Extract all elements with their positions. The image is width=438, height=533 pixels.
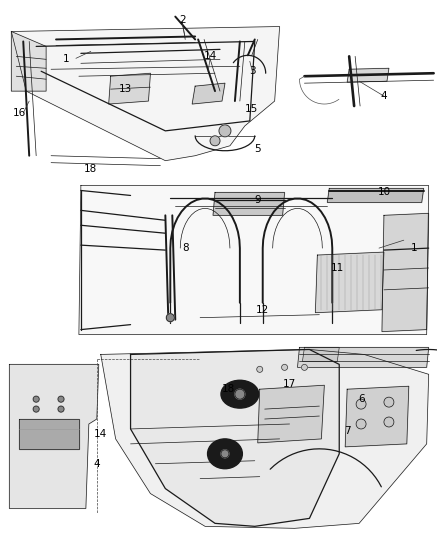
Polygon shape [347,68,389,82]
Text: 3: 3 [250,66,256,76]
Text: 14: 14 [203,51,217,61]
Text: 17: 17 [283,379,296,389]
Polygon shape [315,252,384,313]
Text: 16: 16 [13,108,26,118]
Text: 8: 8 [182,243,188,253]
Text: 1: 1 [410,243,417,253]
Circle shape [219,125,231,137]
Polygon shape [213,192,285,215]
Circle shape [257,366,263,373]
Circle shape [58,406,64,412]
Polygon shape [79,185,429,335]
Circle shape [33,396,39,402]
Circle shape [33,406,39,412]
Text: 4: 4 [381,91,387,101]
Polygon shape [101,350,429,528]
Polygon shape [19,419,79,449]
Circle shape [356,419,366,429]
Polygon shape [109,73,150,104]
Circle shape [301,365,307,370]
Circle shape [282,365,288,370]
Circle shape [58,396,64,402]
Polygon shape [131,350,339,527]
Polygon shape [9,365,99,508]
Circle shape [384,417,394,427]
Polygon shape [192,83,225,104]
Polygon shape [11,27,279,160]
Text: 2: 2 [179,14,186,25]
Text: 9: 9 [254,196,261,205]
Text: 10: 10 [378,188,391,197]
Text: 14: 14 [94,429,107,439]
Circle shape [384,397,394,407]
Text: 15: 15 [245,104,258,114]
Text: 7: 7 [344,426,350,436]
Text: 4: 4 [93,459,100,469]
Text: 11: 11 [331,263,344,273]
Circle shape [235,389,245,399]
Circle shape [356,399,366,409]
Polygon shape [258,385,324,443]
Polygon shape [303,348,339,361]
Circle shape [166,314,174,321]
Text: 12: 12 [256,305,269,314]
Polygon shape [345,386,409,447]
Circle shape [210,136,220,146]
Text: 18: 18 [221,384,235,394]
Ellipse shape [208,439,242,469]
Ellipse shape [221,380,259,408]
Text: 18: 18 [84,164,97,174]
Text: 1: 1 [63,54,69,64]
Polygon shape [11,31,46,91]
Text: 5: 5 [254,144,261,154]
Circle shape [221,450,229,458]
Polygon shape [297,348,429,367]
Polygon shape [327,189,424,203]
Text: 13: 13 [119,84,132,94]
Text: 6: 6 [358,394,364,404]
Polygon shape [382,213,429,332]
